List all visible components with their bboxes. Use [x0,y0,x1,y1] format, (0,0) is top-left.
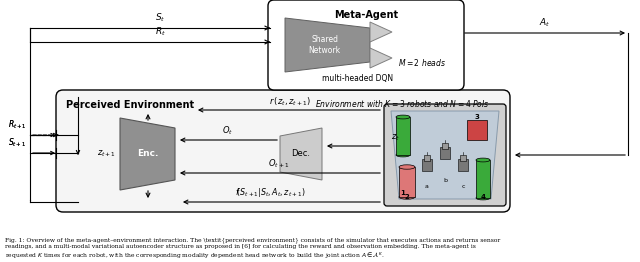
Text: $O_t$: $O_t$ [222,124,233,137]
Bar [424,155,430,161]
Bar [458,159,468,171]
Text: c: c [461,184,465,189]
Text: $S_{t+1}$: $S_{t+1}$ [8,137,26,149]
Polygon shape [391,111,499,199]
Bar [467,120,487,140]
FancyBboxPatch shape [268,0,464,90]
Text: $r\,(z_t, z_{t+1})$: $r\,(z_t, z_{t+1})$ [269,96,311,108]
Text: 3: 3 [475,114,479,120]
Text: $O_{t+1}$: $O_{t+1}$ [268,157,290,170]
Text: Fig. 1: Overview of the meta-agent–environment interaction. The \textit{perceive: Fig. 1: Overview of the meta-agent–envir… [5,238,500,261]
Bar [422,159,432,171]
Text: $R_t$: $R_t$ [154,25,166,38]
Bar [396,117,410,155]
Ellipse shape [399,165,415,169]
Text: $R_{t+1}$: $R_{t+1}$ [8,118,27,131]
Text: $R_{t+1}$: $R_{t+1}$ [8,118,27,131]
Text: 1: 1 [401,190,405,196]
Text: 2: 2 [404,194,410,200]
Ellipse shape [476,158,490,162]
Polygon shape [370,22,392,42]
FancyBboxPatch shape [56,90,510,212]
Text: 4: 4 [481,194,486,200]
Text: $z_t$: $z_t$ [391,133,400,143]
Text: $S_{t+1}$: $S_{t+1}$ [8,137,26,149]
Text: Shared
Network: Shared Network [308,35,340,55]
Polygon shape [120,118,175,190]
Text: $z_{t+1}$: $z_{t+1}$ [97,149,116,159]
Polygon shape [285,18,370,72]
Bar [440,147,450,159]
Text: Enc.: Enc. [138,150,159,159]
Bar [476,160,490,198]
Ellipse shape [396,153,410,157]
Ellipse shape [399,195,415,199]
Polygon shape [280,128,322,180]
Text: $f\!\left(S_{t+1}|S_t,A_t,z_{t+1}\right)$: $f\!\left(S_{t+1}|S_t,A_t,z_{t+1}\right)… [235,186,305,199]
Text: Meta-Agent: Meta-Agent [334,10,398,20]
Text: Environment with $K=3$ robots and $N=4$ PoIs: Environment with $K=3$ robots and $N=4$ … [316,98,490,109]
Text: $A_t$: $A_t$ [540,17,550,29]
FancyBboxPatch shape [384,104,506,206]
Ellipse shape [476,196,490,200]
Text: Dec.: Dec. [291,150,310,159]
Text: $S_t$: $S_t$ [155,12,165,24]
Text: multi-headed DQN: multi-headed DQN [323,74,394,83]
Text: a: a [425,184,429,189]
Bar [442,143,448,149]
Polygon shape [370,48,392,68]
Ellipse shape [396,115,410,119]
Bar [399,167,415,197]
Bar [460,155,466,161]
Text: $M = 2$ heads: $M = 2$ heads [398,57,446,68]
Text: Perceived Environment: Perceived Environment [66,100,194,110]
Text: b: b [443,177,447,183]
